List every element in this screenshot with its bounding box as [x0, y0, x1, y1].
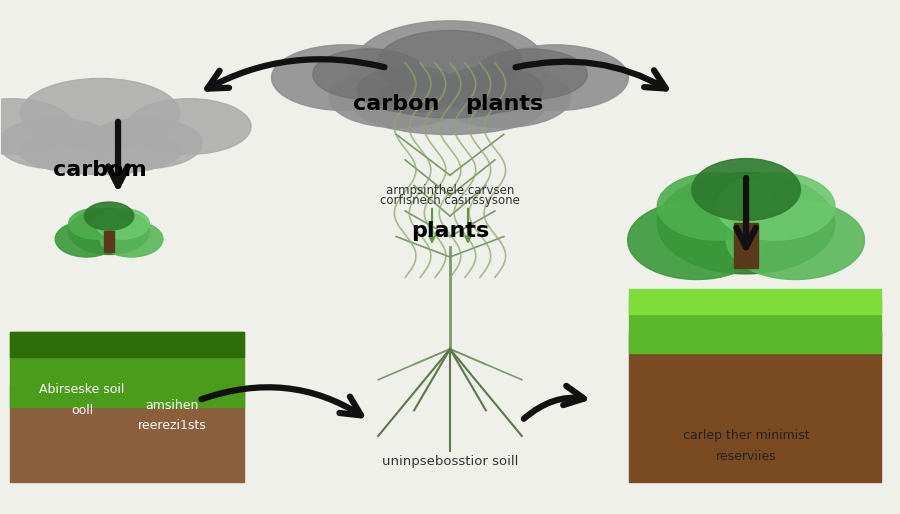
FancyBboxPatch shape: [11, 332, 244, 407]
Text: Abirseske soil: Abirseske soil: [40, 383, 125, 396]
Text: carbon: carbon: [353, 94, 439, 114]
Text: plants: plants: [411, 222, 489, 242]
Circle shape: [657, 173, 776, 240]
Ellipse shape: [356, 21, 544, 105]
Bar: [104, 231, 114, 252]
Ellipse shape: [0, 118, 113, 169]
Ellipse shape: [377, 77, 523, 118]
Text: corfisnech casirssysone: corfisnech casirssysone: [380, 194, 520, 207]
Circle shape: [692, 159, 800, 221]
Text: plants: plants: [464, 94, 543, 114]
Ellipse shape: [435, 68, 571, 127]
FancyBboxPatch shape: [629, 332, 881, 482]
Circle shape: [716, 173, 835, 240]
Circle shape: [627, 201, 766, 280]
Ellipse shape: [356, 81, 544, 135]
Text: armpsinthele carvsen: armpsinthele carvsen: [386, 184, 514, 197]
Ellipse shape: [272, 45, 418, 111]
Ellipse shape: [0, 99, 74, 154]
Text: carbom: carbom: [53, 160, 147, 180]
Ellipse shape: [86, 118, 202, 169]
FancyBboxPatch shape: [629, 289, 881, 315]
Text: amsihen: amsihen: [145, 399, 199, 412]
Text: carlep ther minimist: carlep ther minimist: [683, 429, 809, 443]
Ellipse shape: [20, 129, 180, 175]
Ellipse shape: [329, 68, 465, 127]
Circle shape: [726, 201, 865, 280]
Ellipse shape: [20, 79, 180, 149]
Ellipse shape: [438, 67, 543, 113]
Text: reerezi1sts: reerezi1sts: [138, 419, 206, 432]
Circle shape: [85, 202, 134, 230]
FancyBboxPatch shape: [629, 300, 881, 353]
Text: ooll: ooll: [71, 404, 94, 417]
Bar: [734, 223, 758, 268]
Circle shape: [95, 209, 149, 239]
Text: reserviies: reserviies: [716, 450, 777, 463]
Circle shape: [55, 221, 118, 257]
Ellipse shape: [357, 67, 462, 113]
Ellipse shape: [312, 49, 426, 100]
Circle shape: [68, 209, 122, 239]
Ellipse shape: [127, 99, 251, 154]
Ellipse shape: [474, 49, 588, 100]
Text: uninpsebosstior soill: uninpsebosstior soill: [382, 455, 518, 468]
Ellipse shape: [482, 45, 628, 111]
FancyBboxPatch shape: [11, 386, 244, 482]
Circle shape: [657, 173, 835, 274]
FancyBboxPatch shape: [11, 332, 244, 357]
Ellipse shape: [377, 30, 523, 95]
Circle shape: [68, 209, 149, 254]
Circle shape: [100, 221, 163, 257]
